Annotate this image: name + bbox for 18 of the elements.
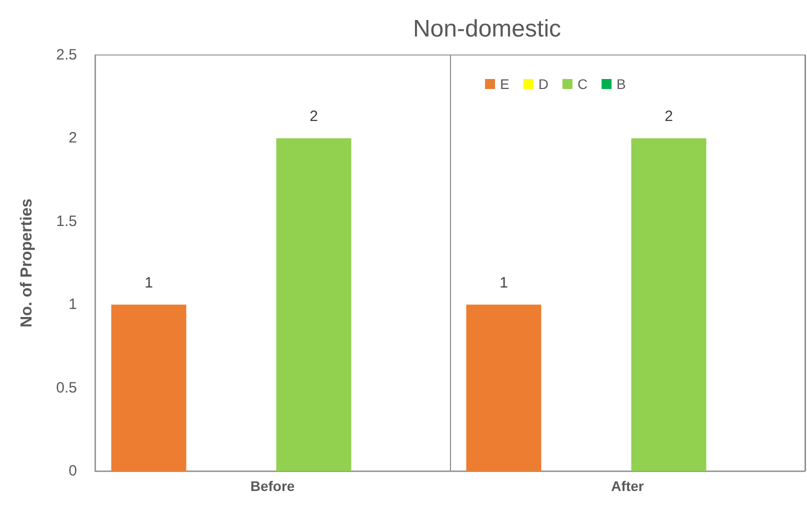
legend-label: D <box>538 76 548 92</box>
x-tick-label: Before <box>250 478 295 494</box>
data-label: 1 <box>144 274 153 292</box>
y-axis-title: No. of Properties <box>18 198 36 328</box>
data-label: 2 <box>310 108 318 126</box>
y-tick-label: 2 <box>68 130 77 147</box>
legend-label: E <box>500 76 510 92</box>
legend-label: B <box>616 76 626 92</box>
y-tick-label: 0 <box>68 462 77 480</box>
data-label: 2 <box>664 108 673 126</box>
x-tick-label: After <box>611 478 644 494</box>
y-tick-label: 1.5 <box>56 212 77 230</box>
y-tick-label: 2.5 <box>56 46 77 64</box>
y-tick-label: 1 <box>68 296 77 314</box>
y-tick-label: 0.5 <box>56 379 77 396</box>
legend-label: C <box>577 76 588 92</box>
data-label: 1 <box>500 274 508 292</box>
chart-title: Non-domestic <box>412 16 562 42</box>
